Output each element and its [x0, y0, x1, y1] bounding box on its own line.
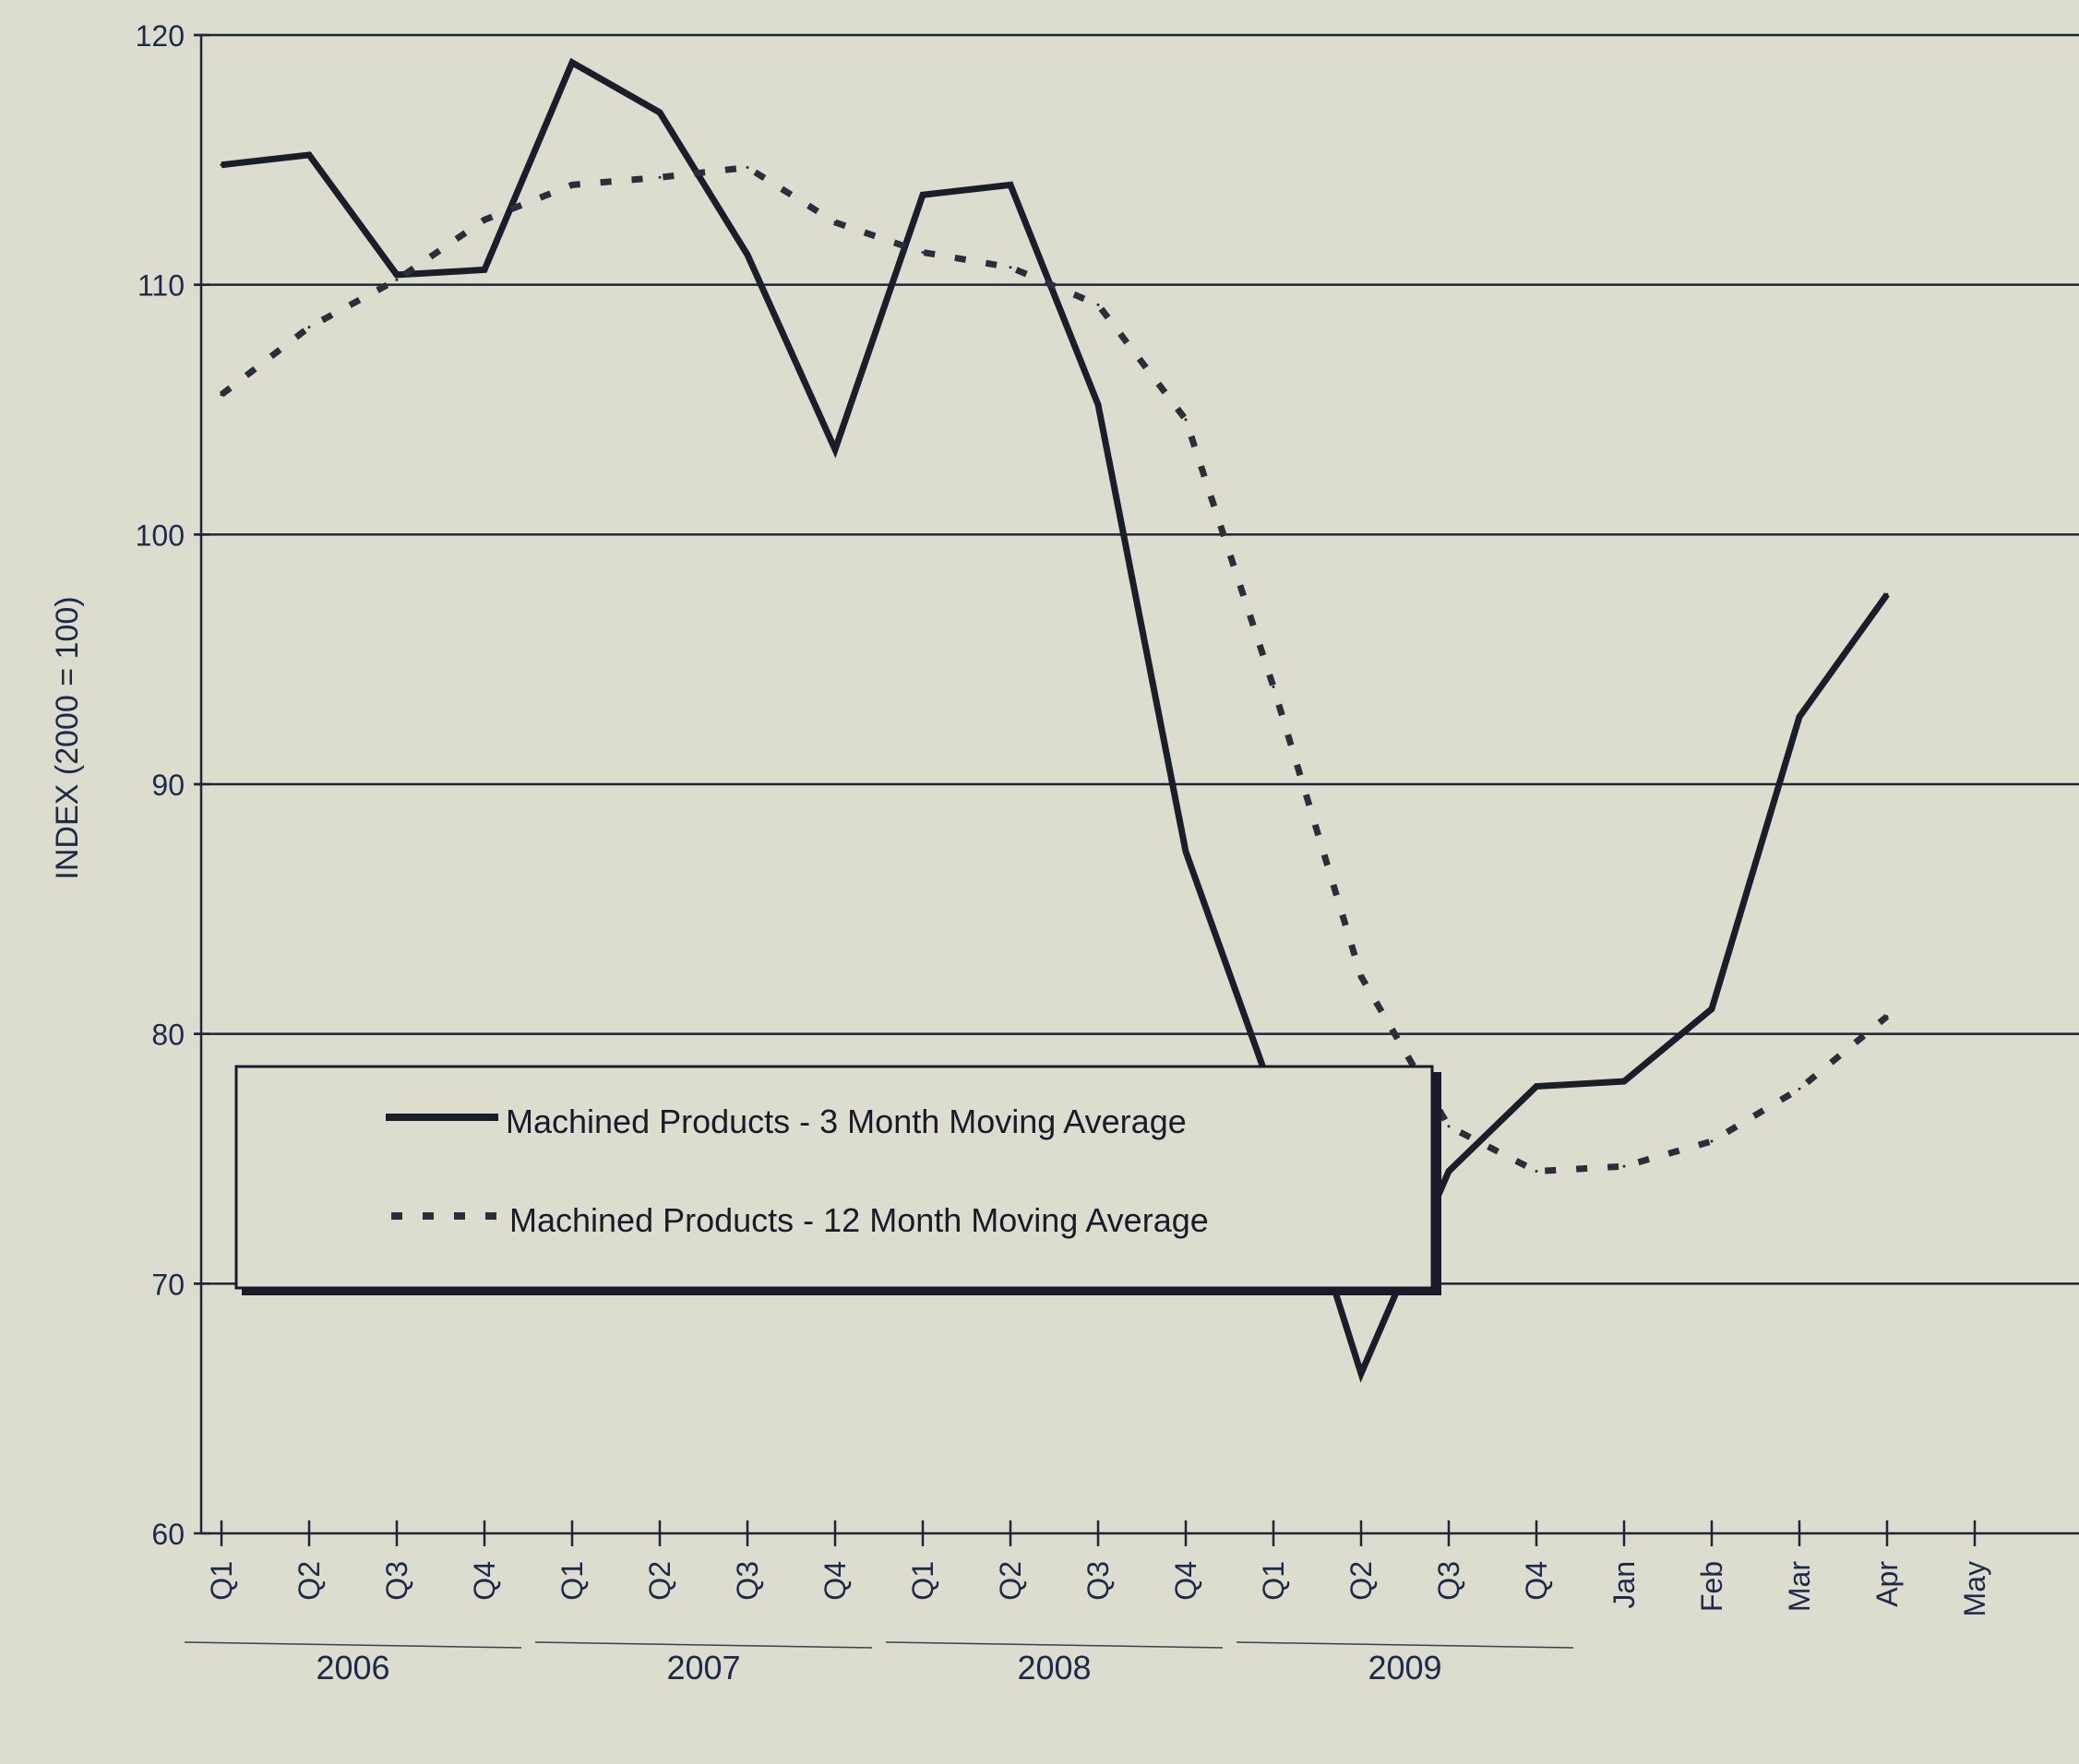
- data-point: [307, 326, 311, 329]
- year-group-label: 2009: [1368, 1649, 1441, 1687]
- x-tick-label: Mar: [1783, 1561, 1816, 1612]
- gridlines: [194, 33, 2079, 1285]
- data-point: [1885, 1015, 1889, 1019]
- x-tick-label: Q4: [1169, 1561, 1202, 1601]
- data-point: [921, 193, 925, 197]
- data-point: [307, 153, 311, 157]
- data-point: [746, 253, 749, 256]
- year-group-line: [184, 1641, 522, 1649]
- data-point: [1447, 1125, 1451, 1128]
- data-point: [833, 220, 837, 224]
- y-tick-label: 60: [151, 1518, 185, 1551]
- axes: 60 70 80 90 100 110 120 Q1 Q2 Q3 Q4 Q1 Q2 Q3 Q4 Q1 Q2 Q3 Q…: [136, 19, 2079, 1687]
- x-tick-label: Q2: [643, 1561, 676, 1601]
- x-tick-label: Q3: [731, 1561, 764, 1601]
- x-tick-label: Q1: [906, 1561, 939, 1601]
- x-tick-label: Q4: [468, 1561, 501, 1601]
- x-tick-label: Q2: [293, 1561, 326, 1601]
- data-point: [395, 273, 399, 277]
- x-tick-label: Jan: [1607, 1561, 1641, 1609]
- year-group-line: [1236, 1641, 1574, 1649]
- data-point: [1359, 1372, 1363, 1376]
- data-point: [1272, 685, 1275, 688]
- y-tick-label: 120: [136, 19, 185, 53]
- data-point: [395, 278, 399, 281]
- data-point: [1447, 1170, 1451, 1174]
- data-point: [1622, 1079, 1626, 1083]
- data-point: [1885, 592, 1889, 596]
- x-tick-label: Feb: [1695, 1561, 1728, 1612]
- data-point: [921, 250, 925, 254]
- y-axis-title: INDEX (2000 = 100): [50, 596, 85, 879]
- year-group-label: 2008: [1017, 1649, 1091, 1687]
- year-group-line: [885, 1641, 1224, 1649]
- x-tick-label: Q4: [1520, 1561, 1553, 1601]
- year-group-label: 2007: [666, 1649, 740, 1687]
- data-point: [1710, 1139, 1714, 1143]
- year-group-line: [534, 1641, 873, 1649]
- data-point: [1622, 1164, 1626, 1168]
- data-point: [1359, 974, 1363, 978]
- x-tick-label: Q3: [380, 1561, 413, 1601]
- data-point: [1798, 715, 1801, 719]
- legend: Machined Products - 3 Month Moving Avera…: [234, 1065, 1441, 1295]
- legend-label-12-month: Machined Products - 12 Month Moving Aver…: [509, 1201, 1209, 1239]
- data-point: [1009, 183, 1012, 186]
- y-tick-label: 80: [151, 1019, 185, 1052]
- series-lines: [219, 57, 1890, 1383]
- data-point: [483, 268, 486, 271]
- y-tick-label: 70: [151, 1268, 185, 1301]
- data-point: [1009, 266, 1012, 269]
- x-tick-label: Q2: [1344, 1561, 1378, 1601]
- data-point: [1798, 1087, 1801, 1091]
- y-tick-label: 110: [137, 269, 185, 303]
- data-point: [1184, 850, 1188, 853]
- x-tick-label: Q4: [818, 1561, 852, 1601]
- data-point: [746, 165, 749, 169]
- x-tick-label: Q2: [994, 1561, 1027, 1601]
- data-point: [1710, 1007, 1714, 1011]
- data-point: [1535, 1085, 1538, 1089]
- x-tick-label: May: [1958, 1561, 1991, 1616]
- data-point: [1096, 303, 1100, 306]
- data-point: [570, 61, 574, 65]
- data-point: [658, 111, 662, 114]
- year-group-label: 2006: [316, 1649, 389, 1687]
- data-point: [1184, 418, 1188, 422]
- data-point: [570, 183, 574, 186]
- data-point: [1096, 403, 1100, 407]
- data-point: [220, 163, 223, 167]
- x-tick-label: Q1: [556, 1561, 589, 1601]
- x-tick-label: Apr: [1870, 1561, 1904, 1607]
- legend-label-3-month: Machined Products - 3 Month Moving Avera…: [506, 1102, 1187, 1140]
- data-point: [833, 447, 837, 451]
- x-tick-label: Q3: [1432, 1561, 1465, 1601]
- series-line-3-month: [221, 57, 1890, 1383]
- data-point: [483, 218, 486, 221]
- y-tick-label: 100: [136, 518, 185, 552]
- y-tick-label: 90: [151, 769, 185, 802]
- data-point: [220, 393, 223, 397]
- x-tick-label: Q1: [1257, 1561, 1290, 1601]
- x-tick-label: Q1: [205, 1561, 238, 1601]
- data-point: [658, 175, 662, 179]
- series-line-12-month: [219, 163, 1890, 1175]
- data-point: [1535, 1170, 1538, 1174]
- x-tick-label: Q3: [1081, 1561, 1115, 1601]
- legend-box: [234, 1065, 1434, 1290]
